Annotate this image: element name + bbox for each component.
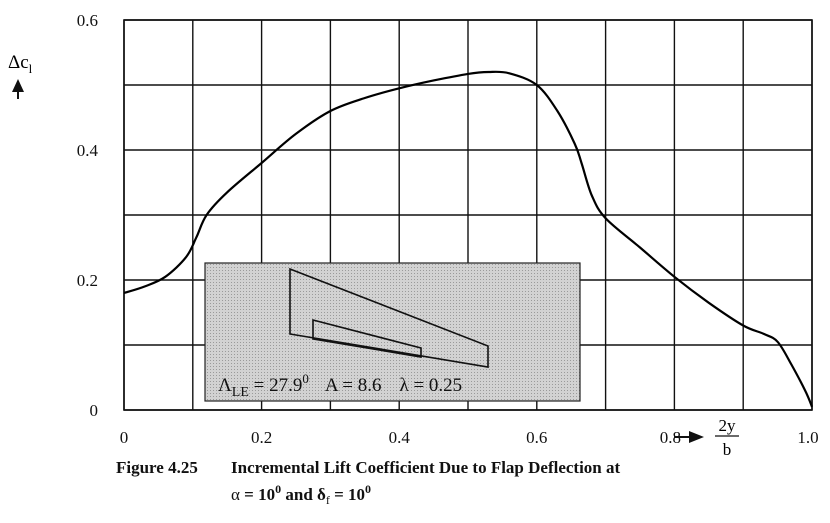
- y-tick-label: 0.2: [77, 271, 98, 290]
- sweep-value: = 27.9: [249, 375, 302, 396]
- x-tick-label: 1.0: [797, 428, 818, 447]
- aspect-ratio: A = 8.6: [325, 375, 382, 396]
- taper-ratio: λ = 0.25: [400, 375, 463, 396]
- sweep-subscript: LE: [232, 385, 249, 400]
- y-tick-label: 0.6: [77, 11, 98, 30]
- series-line: [123, 70, 814, 408]
- x-tick-label: 0.6: [526, 428, 547, 447]
- and-delta: and δ: [281, 485, 326, 504]
- curve-layer: [123, 70, 814, 408]
- delta-subscript: f: [326, 493, 330, 507]
- y-axis-label: Δcl: [8, 52, 33, 76]
- alpha-equals: = 10: [240, 485, 275, 504]
- alpha-superscript: 0: [275, 482, 281, 496]
- caption-line-2: α = 100 and δf = 100: [231, 482, 371, 507]
- x-tick-label: 0.2: [251, 428, 272, 447]
- x-tick-label: 0: [120, 428, 129, 447]
- y-axis-label-sub: l: [29, 61, 33, 76]
- up-arrow-icon: [12, 79, 24, 99]
- y-axis-label-main: Δc: [8, 52, 29, 73]
- x-tick-label: 0.4: [389, 428, 411, 447]
- delta-equals: = 10: [330, 485, 365, 504]
- x-tick-label: 0.8: [660, 428, 681, 447]
- tick-labels: 0 0.2 0.4 0.6 0.8 1.0 0 0.2 0.4 0.6: [77, 11, 819, 447]
- right-arrow-icon: [674, 431, 704, 443]
- inset-parameters: ΛLE = 27.90 A = 8.6 λ = 0.25: [218, 371, 462, 400]
- delta-superscript: 0: [365, 482, 371, 496]
- sweep-superscript: 0: [302, 371, 309, 386]
- sweep-symbol: Λ: [218, 375, 232, 396]
- caption-line-1: Incremental Lift Coefficient Due to Flap…: [231, 458, 621, 477]
- flap-outline: [312, 318, 422, 358]
- figure-number: Figure 4.25: [116, 458, 198, 477]
- plot-frame: [123, 19, 813, 411]
- alpha-symbol: α: [231, 485, 240, 504]
- x-axis-label-denominator: b: [723, 440, 732, 459]
- x-axis-label-numerator: 2y: [719, 416, 737, 435]
- y-tick-label: 0: [90, 401, 99, 420]
- wing-planform: [289, 267, 489, 368]
- y-tick-label: 0.4: [77, 141, 99, 160]
- inset-box: ΛLE = 27.90 A = 8.6 λ = 0.25: [204, 262, 581, 402]
- inset-background: [204, 262, 581, 402]
